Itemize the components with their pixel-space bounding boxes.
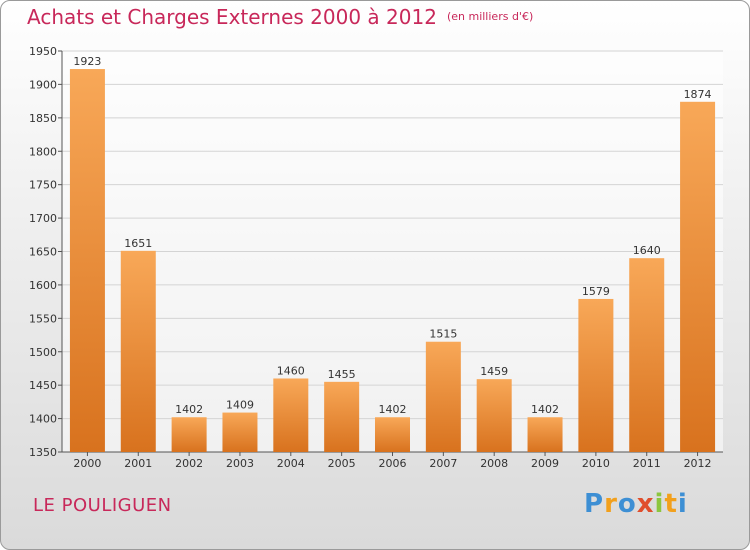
y-tick-label: 1550 bbox=[29, 312, 57, 325]
logo-letter: i bbox=[677, 489, 688, 519]
logo-letter: o bbox=[617, 489, 637, 519]
y-tick-label: 1600 bbox=[29, 279, 57, 292]
x-tick-label: 2005 bbox=[328, 457, 356, 470]
bar bbox=[476, 379, 512, 452]
x-tick-label: 2000 bbox=[73, 457, 101, 470]
x-tick-label: 2007 bbox=[429, 457, 457, 470]
x-tick-label: 2004 bbox=[277, 457, 305, 470]
bar bbox=[324, 381, 360, 452]
bar bbox=[120, 250, 156, 452]
bar bbox=[425, 341, 461, 452]
bar-value-label: 1402 bbox=[531, 403, 559, 416]
y-tick-label: 1500 bbox=[29, 346, 57, 359]
title-unit: (en milliers d'€) bbox=[446, 10, 534, 23]
y-tick-label: 1350 bbox=[29, 446, 57, 459]
logo-letter: r bbox=[604, 489, 618, 519]
y-tick-label: 1750 bbox=[29, 179, 57, 192]
x-tick-label: 2006 bbox=[379, 457, 407, 470]
x-tick-label: 2010 bbox=[582, 457, 610, 470]
y-tick-label: 1450 bbox=[29, 379, 57, 392]
bar-value-label: 1923 bbox=[73, 55, 101, 68]
bar-value-label: 1402 bbox=[175, 403, 203, 416]
bar-value-label: 1651 bbox=[124, 237, 152, 250]
proxiti-logo: Proxiti bbox=[584, 489, 688, 519]
y-tick-label: 1400 bbox=[29, 413, 57, 426]
logo-letter: x bbox=[636, 489, 655, 519]
bar bbox=[578, 298, 614, 452]
bar-value-label: 1874 bbox=[684, 88, 712, 101]
y-tick-label: 1650 bbox=[29, 246, 57, 259]
bar bbox=[222, 412, 258, 452]
bar-value-label: 1402 bbox=[379, 403, 407, 416]
commune-name: LE POULIGUEN bbox=[33, 495, 172, 516]
bar bbox=[375, 417, 410, 452]
x-tick-label: 2003 bbox=[226, 457, 254, 470]
bar bbox=[69, 69, 105, 453]
y-tick-label: 1700 bbox=[29, 212, 57, 225]
bar-value-label: 1579 bbox=[582, 285, 610, 298]
x-tick-label: 2012 bbox=[684, 457, 712, 470]
x-tick-label: 2001 bbox=[124, 457, 152, 470]
y-tick-label: 1950 bbox=[29, 45, 57, 58]
bar-value-label: 1515 bbox=[429, 328, 457, 341]
x-tick-label: 2009 bbox=[531, 457, 559, 470]
bar bbox=[680, 101, 716, 452]
x-tick-label: 2008 bbox=[480, 457, 508, 470]
bar bbox=[171, 417, 207, 452]
bar bbox=[527, 417, 563, 452]
logo-letter: i bbox=[654, 489, 665, 519]
bar bbox=[629, 258, 665, 452]
bar-value-label: 1460 bbox=[277, 364, 305, 377]
y-tick-label: 1900 bbox=[29, 78, 57, 91]
chart-title: Achats et Charges Externes 2000 à 2012 (e… bbox=[27, 5, 533, 29]
logo-letter: P bbox=[584, 489, 605, 519]
bar-value-label: 1455 bbox=[328, 368, 356, 381]
bar-value-label: 1459 bbox=[480, 365, 508, 378]
x-tick-label: 2011 bbox=[633, 457, 661, 470]
y-tick-label: 1850 bbox=[29, 112, 57, 125]
bar-value-label: 1409 bbox=[226, 399, 254, 412]
bar-value-label: 1640 bbox=[633, 244, 661, 257]
y-tick-label: 1800 bbox=[29, 145, 57, 158]
x-tick-label: 2002 bbox=[175, 457, 203, 470]
logo-letter: t bbox=[664, 489, 678, 519]
bar bbox=[273, 378, 309, 452]
title-text: Achats et Charges Externes 2000 à 2012 bbox=[27, 5, 437, 29]
